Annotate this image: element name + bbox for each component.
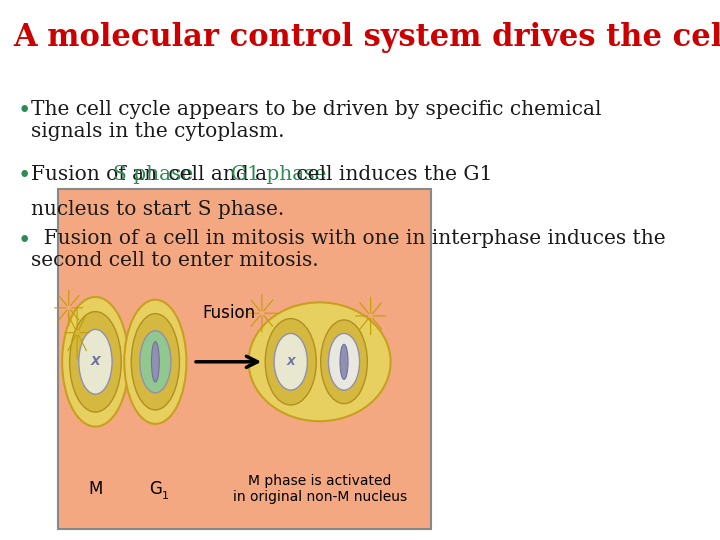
Text: •: • (18, 100, 31, 122)
Ellipse shape (62, 297, 129, 427)
Ellipse shape (125, 300, 186, 424)
Text: cell and a: cell and a (162, 165, 274, 184)
Text: G: G (149, 480, 162, 498)
Ellipse shape (151, 342, 159, 382)
Text: G1 phase: G1 phase (231, 165, 326, 184)
Ellipse shape (131, 314, 179, 410)
FancyBboxPatch shape (58, 189, 431, 529)
Text: X: X (287, 357, 295, 367)
Text: X: X (91, 355, 100, 368)
Text: Fusion: Fusion (202, 304, 255, 322)
Text: M phase is activated
in original non-M nucleus: M phase is activated in original non-M n… (233, 474, 407, 504)
Text: M: M (89, 480, 103, 498)
Ellipse shape (70, 312, 121, 412)
Text: •: • (18, 230, 31, 252)
Text: The cell cycle appears to be driven by specific chemical
signals in the cytoplas: The cell cycle appears to be driven by s… (31, 100, 602, 141)
Ellipse shape (140, 330, 171, 393)
Ellipse shape (328, 333, 359, 390)
Text: Fusion of a cell in mitosis with one in interphase induces the
second cell to en: Fusion of a cell in mitosis with one in … (31, 230, 666, 271)
Ellipse shape (320, 320, 367, 403)
Text: A molecular control system drives the cell cycle: A molecular control system drives the ce… (13, 22, 720, 52)
Text: Fusion of an: Fusion of an (31, 165, 163, 184)
Ellipse shape (78, 329, 112, 394)
Text: nucleus to start S phase.: nucleus to start S phase. (31, 200, 284, 219)
Text: 1: 1 (161, 491, 168, 501)
Ellipse shape (340, 345, 348, 379)
Ellipse shape (265, 319, 316, 405)
Ellipse shape (248, 302, 391, 421)
Text: cell induces the G1: cell induces the G1 (289, 165, 492, 184)
Text: •: • (18, 165, 31, 187)
Ellipse shape (274, 333, 307, 390)
Text: S phase: S phase (113, 165, 193, 184)
